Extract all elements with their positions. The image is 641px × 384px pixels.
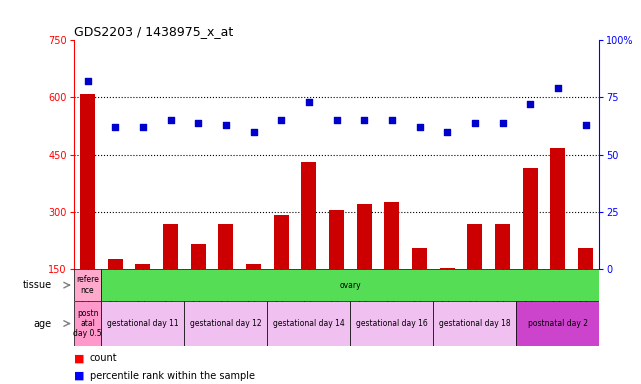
Text: percentile rank within the sample: percentile rank within the sample xyxy=(90,371,254,381)
Bar xyxy=(218,224,233,269)
Bar xyxy=(108,259,123,269)
Bar xyxy=(412,248,427,269)
Bar xyxy=(522,168,538,269)
Bar xyxy=(80,94,95,269)
Text: GDS2203 / 1438975_x_at: GDS2203 / 1438975_x_at xyxy=(74,25,233,38)
Point xyxy=(580,122,590,128)
Point xyxy=(249,129,259,135)
Bar xyxy=(274,215,289,269)
Bar xyxy=(351,301,433,346)
Text: gestational day 16: gestational day 16 xyxy=(356,319,428,328)
Text: gestational day 18: gestational day 18 xyxy=(439,319,511,328)
Bar xyxy=(267,301,351,346)
Point xyxy=(221,122,231,128)
Bar xyxy=(433,301,517,346)
Bar xyxy=(578,248,593,269)
Text: gestational day 12: gestational day 12 xyxy=(190,319,262,328)
Point xyxy=(525,101,535,108)
Point xyxy=(110,124,121,130)
Text: gestational day 11: gestational day 11 xyxy=(107,319,179,328)
Bar xyxy=(329,210,344,269)
Bar xyxy=(384,202,399,269)
Bar xyxy=(190,244,206,269)
Bar xyxy=(74,301,101,346)
Text: postnatal day 2: postnatal day 2 xyxy=(528,319,588,328)
Bar xyxy=(467,224,483,269)
Point xyxy=(497,119,508,126)
Point xyxy=(138,124,148,130)
Point xyxy=(165,117,176,123)
Point xyxy=(387,117,397,123)
Bar xyxy=(246,264,261,269)
Text: tissue: tissue xyxy=(22,280,51,290)
Text: age: age xyxy=(33,318,51,329)
Bar xyxy=(550,148,565,269)
Text: ovary: ovary xyxy=(340,281,361,290)
Bar xyxy=(495,224,510,269)
Text: count: count xyxy=(90,353,117,363)
Bar xyxy=(185,301,267,346)
Bar xyxy=(356,204,372,269)
Text: postn
atal
day 0.5: postn atal day 0.5 xyxy=(73,309,102,338)
Bar xyxy=(135,264,151,269)
Text: ■: ■ xyxy=(74,371,84,381)
Bar xyxy=(74,269,101,301)
Point xyxy=(276,117,287,123)
Point xyxy=(359,117,369,123)
Point xyxy=(553,85,563,91)
Text: refere
nce: refere nce xyxy=(76,275,99,295)
Bar xyxy=(101,301,185,346)
Point xyxy=(442,129,453,135)
Bar xyxy=(301,162,317,269)
Point xyxy=(193,119,203,126)
Bar xyxy=(517,301,599,346)
Point xyxy=(83,78,93,84)
Point xyxy=(414,124,424,130)
Text: ■: ■ xyxy=(74,353,84,363)
Text: gestational day 14: gestational day 14 xyxy=(273,319,345,328)
Point xyxy=(331,117,342,123)
Point xyxy=(470,119,480,126)
Bar xyxy=(163,224,178,269)
Bar xyxy=(440,268,455,269)
Point xyxy=(304,99,314,105)
